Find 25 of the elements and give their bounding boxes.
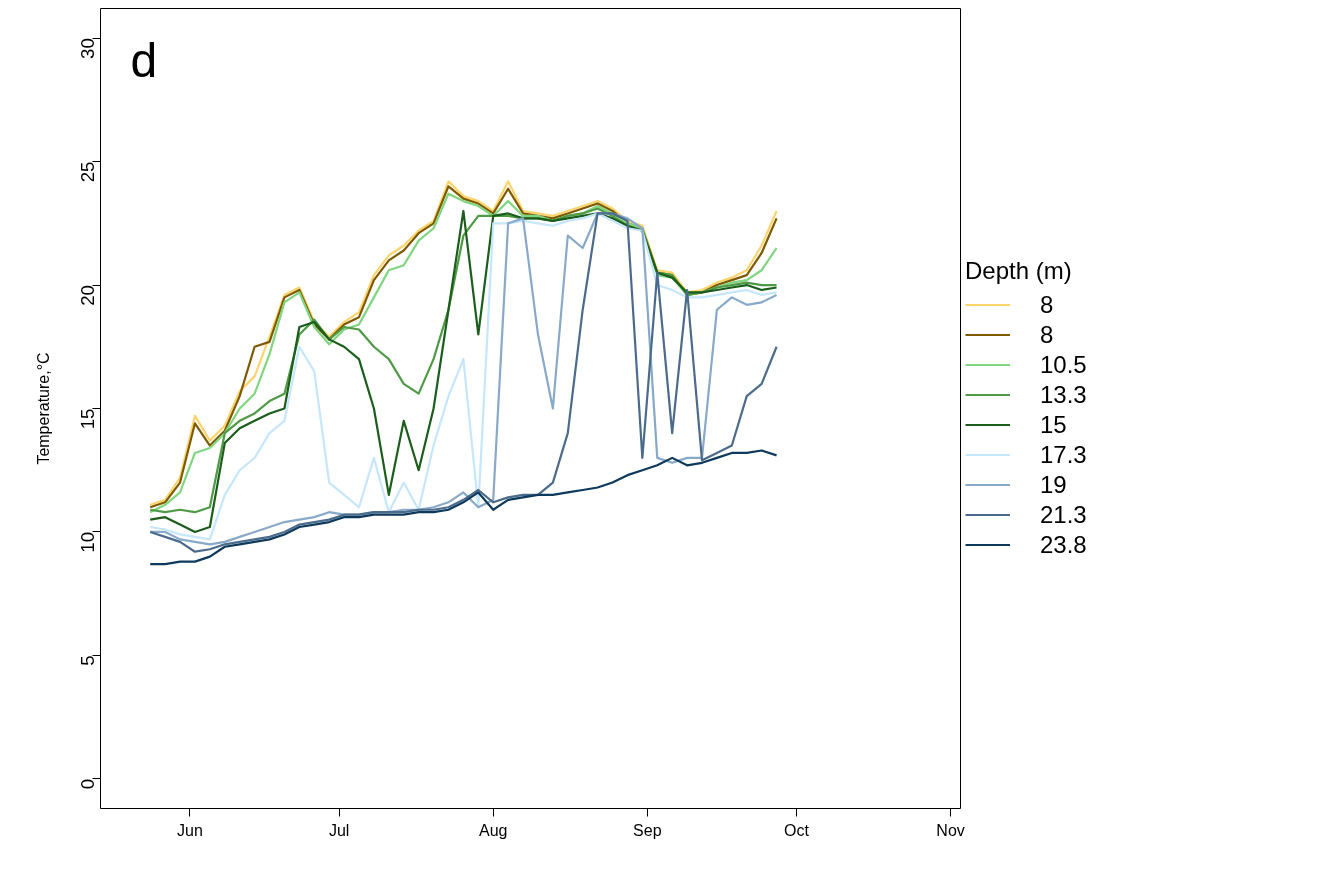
x-tick-label: Aug [478, 821, 508, 839]
x-tick-label: Jul [328, 821, 350, 839]
y-tick-label: 30 [77, 38, 98, 59]
legend-label: 8 [1040, 289, 1055, 320]
x-tick-label: Nov [936, 821, 965, 839]
legend-label: 23.8 [1040, 529, 1087, 560]
legend-label: 21.3 [1040, 499, 1087, 530]
legend-title: Depth (m) [965, 256, 1073, 285]
legend-label: 17.3 [1040, 439, 1087, 470]
legend-label: 19 [1040, 469, 1067, 500]
x-tick-label: Oct [784, 821, 810, 839]
legend-label: 10.5 [1040, 349, 1087, 380]
legend-label: 15 [1040, 409, 1067, 440]
y-axis-title: Temperature,°C [34, 352, 52, 465]
y-tick-label: 15 [77, 408, 98, 430]
annotation: d [130, 33, 158, 87]
legend-label: 8 [1040, 319, 1055, 350]
legend-label: 13.3 [1040, 379, 1087, 410]
x-tick-label: Sep [633, 821, 662, 839]
y-tick-label: 0 [77, 778, 98, 790]
y-tick-label: 20 [77, 285, 98, 306]
y-tick-label: 25 [77, 161, 98, 183]
y-tick-label: 5 [77, 655, 98, 666]
y-tick-label: 10 [77, 531, 98, 553]
x-tick-label: Jun [177, 821, 203, 839]
